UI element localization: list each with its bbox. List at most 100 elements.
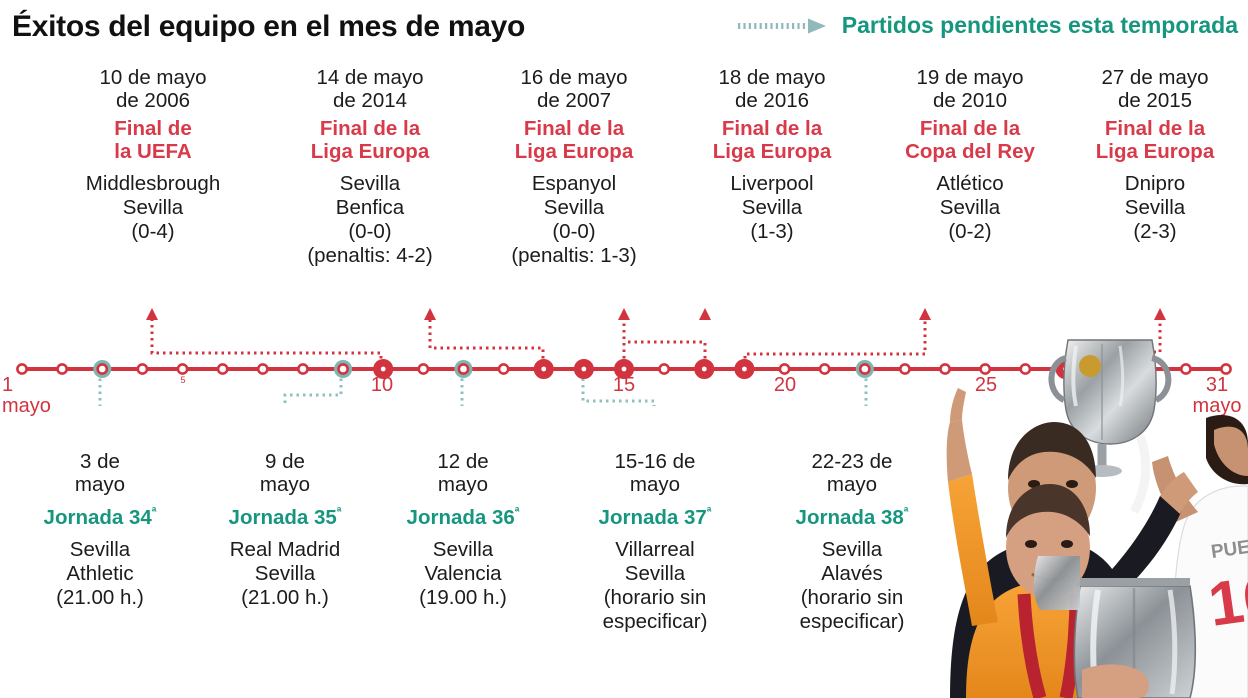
pending-jornada-text: Jornada 37 xyxy=(598,506,707,530)
timeline-day-markers xyxy=(16,359,1232,379)
historic-connector-arrowheads xyxy=(146,308,1166,320)
day-marker[interactable] xyxy=(1019,363,1032,375)
day-marker[interactable] xyxy=(497,363,510,375)
pending-jornada-text: Jornada 38 xyxy=(795,506,904,530)
axis-tick-5: 5 xyxy=(180,375,186,385)
historic-event-card: 14 de mayo de 2014 Final de la Liga Euro… xyxy=(268,66,472,268)
pending-event-card: 15-16 de mayo Jornada 37ª Villarreal Sev… xyxy=(562,450,748,634)
day-marker[interactable] xyxy=(417,363,430,375)
day-marker[interactable] xyxy=(56,363,69,375)
pending-jornada-sup: ª xyxy=(151,505,157,520)
pending-events-row: 3 de mayo Jornada 34ª Sevilla Athletic (… xyxy=(0,450,1248,698)
axis-start-label: 1 mayo xyxy=(2,374,51,417)
pending-jornada-sup: ª xyxy=(706,505,712,520)
event-date: 16 de mayo de 2007 xyxy=(520,66,628,113)
day-marker-historic-center xyxy=(541,366,547,372)
event-match: Espanyol Sevilla (0-0) (penaltis: 1-3) xyxy=(511,171,637,267)
axis-end-label: 31 mayo xyxy=(1192,374,1242,417)
historic-event-card: 16 de mayo de 2007 Final de la Liga Euro… xyxy=(472,66,676,268)
day-marker-historic-center xyxy=(380,366,386,372)
pending-date: 9 de mayo xyxy=(259,450,311,497)
day-marker[interactable] xyxy=(136,363,149,375)
pending-match: Sevilla Valencia (19.00 h.) xyxy=(419,538,507,610)
pending-jornada-sup: ª xyxy=(514,505,520,520)
day-marker[interactable] xyxy=(939,363,951,375)
page-title: Éxitos del equipo en el mes de mayo xyxy=(12,10,525,43)
day-marker-historic-center xyxy=(1063,366,1068,372)
day-marker[interactable] xyxy=(1139,363,1152,375)
pending-jornada-sup: ª xyxy=(903,505,909,520)
day-marker-historic-center xyxy=(742,366,747,372)
event-competition: Final de la Liga Europa xyxy=(310,117,430,164)
day-marker-historic-center xyxy=(581,366,587,372)
timeline-svg xyxy=(16,308,1232,406)
day-marker-pending[interactable] xyxy=(96,363,109,375)
pending-jornada: Jornada 34ª xyxy=(14,505,186,529)
day-marker[interactable] xyxy=(16,363,28,375)
pending-event-card: 12 de mayo Jornada 36ª Sevilla Valencia … xyxy=(382,450,544,610)
pending-jornada-text: Jornada 35 xyxy=(228,506,337,530)
event-competition: Final de la UEFA xyxy=(114,117,192,164)
pending-match: Sevilla Alavés (horario sin especificar) xyxy=(799,538,905,634)
historic-event-card: 27 de mayo de 2015 Final de la Liga Euro… xyxy=(1062,66,1248,244)
pending-connectors xyxy=(98,372,868,406)
day-marker[interactable] xyxy=(899,363,911,375)
event-competition: Final de la Copa del Rey xyxy=(905,117,1035,164)
axis-tick-25: 25 xyxy=(974,374,998,396)
event-match: Atlético Sevilla (0-2) xyxy=(936,171,1004,243)
pending-jornada: Jornada 36ª xyxy=(382,505,544,529)
historic-event-card: 19 de mayo de 2010 Final de la Copa del … xyxy=(872,66,1068,244)
axis-tick-20: 20 xyxy=(773,374,797,396)
pending-event-card: 3 de mayo Jornada 34ª Sevilla Athletic (… xyxy=(14,450,186,610)
pending-date: 22-23 de mayo xyxy=(811,450,893,497)
event-competition: Final de la Liga Europa xyxy=(1095,117,1215,164)
day-marker[interactable] xyxy=(1179,363,1192,375)
event-date: 27 de mayo de 2015 xyxy=(1101,66,1209,113)
event-date: 10 de mayo de 2006 xyxy=(99,66,207,113)
historic-event-card: 10 de mayo de 2006 Final de la UEFA Midd… xyxy=(38,66,268,244)
day-marker-historic-center xyxy=(701,366,707,372)
event-competition: Final de la Liga Europa xyxy=(712,117,832,164)
day-marker[interactable] xyxy=(297,363,309,375)
day-marker[interactable] xyxy=(1220,363,1232,375)
day-marker[interactable] xyxy=(176,363,189,375)
day-marker-pending[interactable] xyxy=(457,363,470,375)
pending-match: Villarreal Sevilla (horario sin especifi… xyxy=(602,538,708,634)
day-marker[interactable] xyxy=(778,363,791,375)
day-marker-pending[interactable] xyxy=(337,363,349,375)
pending-jornada: Jornada 35ª xyxy=(190,505,380,529)
pending-jornada-text: Jornada 36 xyxy=(406,506,515,530)
pending-event-card: 9 de mayo Jornada 35ª Real Madrid Sevill… xyxy=(190,450,380,610)
legend: Partidos pendientes esta temporada xyxy=(736,12,1238,39)
axis-tick-15: 15 xyxy=(612,374,636,396)
pending-date: 15-16 de mayo xyxy=(614,450,696,497)
pending-event-card: 22-23 de mayo Jornada 38ª Sevilla Alavés… xyxy=(758,450,946,634)
axis-tick-10: 10 xyxy=(370,374,394,396)
pending-date: 3 de mayo xyxy=(74,450,126,497)
pending-match: Real Madrid Sevilla (21.00 h.) xyxy=(229,538,341,610)
event-match: Middlesbrough Sevilla (0-4) xyxy=(85,171,221,243)
event-date: 19 de mayo de 2010 xyxy=(916,66,1024,113)
pending-jornada-text: Jornada 34 xyxy=(43,506,152,530)
day-marker-pending[interactable] xyxy=(858,363,871,375)
historic-connectors xyxy=(150,318,1162,365)
day-marker-historic-center xyxy=(621,366,627,372)
day-marker[interactable] xyxy=(216,363,229,375)
pending-jornada: Jornada 38ª xyxy=(758,505,946,529)
event-match: Liverpool Sevilla (1-3) xyxy=(730,171,814,243)
day-marker[interactable] xyxy=(818,363,831,375)
pending-match: Sevilla Athletic (21.00 h.) xyxy=(56,538,144,610)
pending-jornada: Jornada 37ª xyxy=(562,505,748,529)
day-marker[interactable] xyxy=(658,363,671,375)
event-date: 14 de mayo de 2014 xyxy=(316,66,424,113)
legend-label: Partidos pendientes esta temporada xyxy=(841,12,1238,38)
day-marker[interactable] xyxy=(1099,363,1112,375)
event-competition: Final de la Liga Europa xyxy=(514,117,634,164)
event-match: Dnipro Sevilla (2-3) xyxy=(1124,171,1186,243)
pending-date: 12 de mayo xyxy=(437,450,489,497)
day-marker[interactable] xyxy=(256,363,269,375)
event-match: Sevilla Benfica (0-0) (penaltis: 4-2) xyxy=(307,171,433,267)
day-marker[interactable] xyxy=(979,363,992,375)
dotted-arrow-right-icon xyxy=(737,18,826,33)
